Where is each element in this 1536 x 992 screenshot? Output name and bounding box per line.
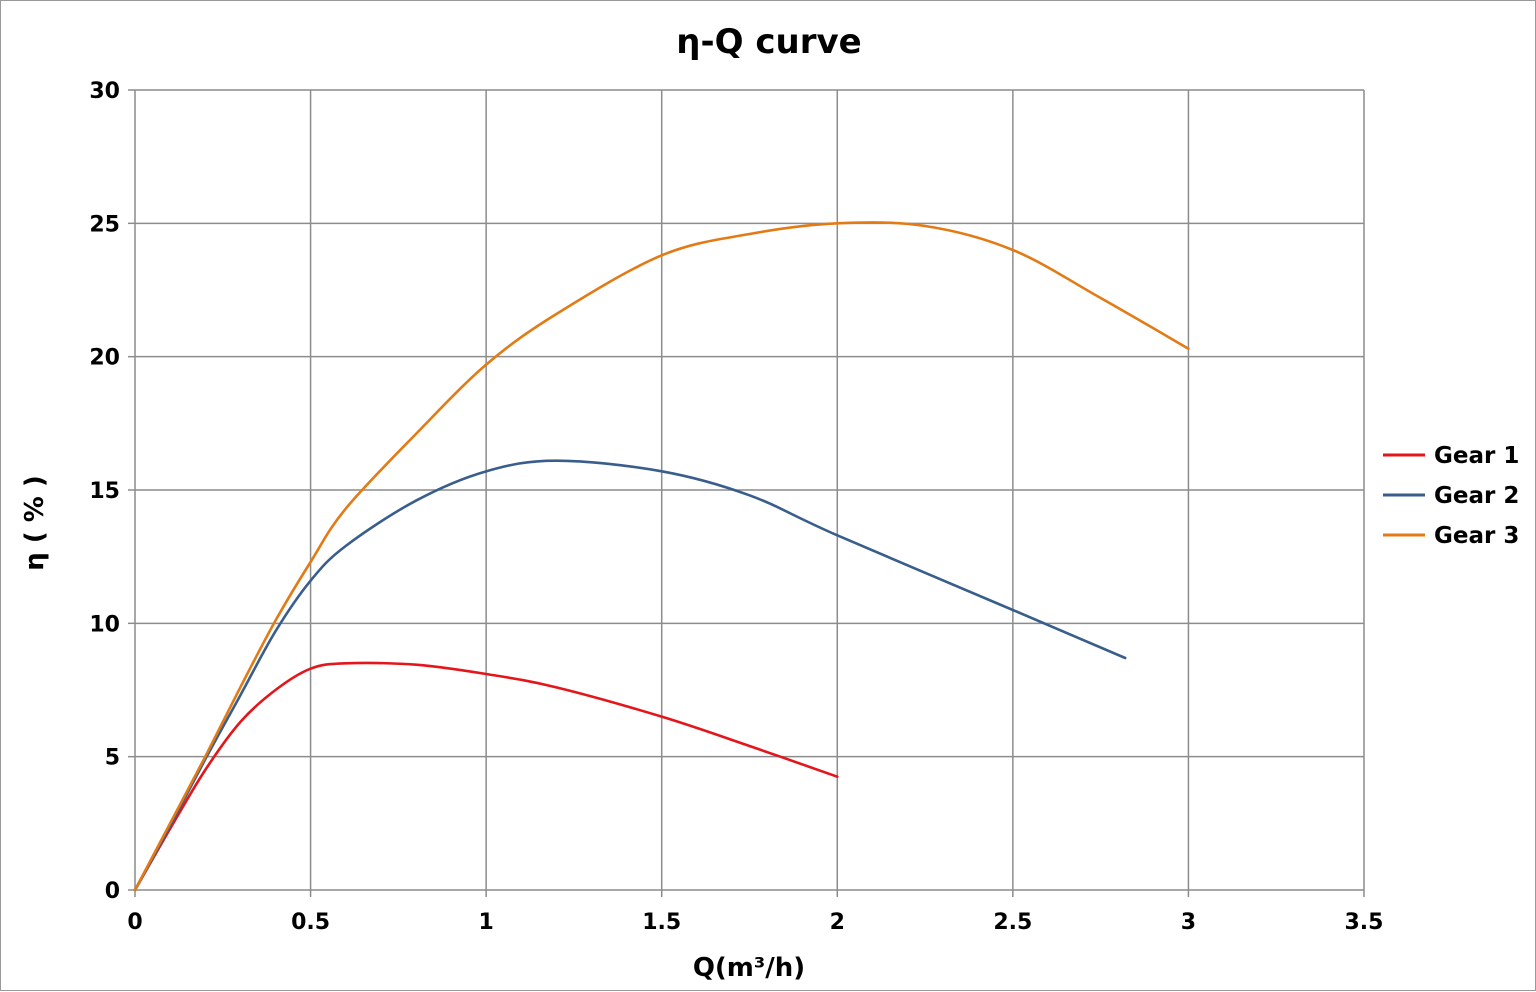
y-tick-label: 30 bbox=[89, 79, 120, 104]
y-tick-label: 0 bbox=[105, 879, 120, 904]
x-tick-label: 2.5 bbox=[993, 910, 1032, 935]
chart-title: η-Q curve bbox=[676, 22, 861, 62]
x-axis-title: Q(m³/h) bbox=[693, 953, 805, 983]
y-tick-label: 20 bbox=[89, 346, 120, 371]
y-tick-label: 10 bbox=[89, 612, 120, 637]
gridlines bbox=[135, 89, 1365, 890]
legend-label-gear-2: Gear 2 bbox=[1434, 483, 1519, 509]
series-lines bbox=[133, 221, 1190, 892]
legend-label-gear-1: Gear 1 bbox=[1434, 443, 1519, 469]
legend: Gear 1 Gear 2 Gear 3 bbox=[1383, 443, 1519, 549]
y-tick-label: 15 bbox=[89, 479, 120, 504]
x-tick-label: 0 bbox=[127, 910, 142, 935]
legend-label-gear-3: Gear 3 bbox=[1434, 523, 1519, 549]
y-tick-label: 5 bbox=[105, 746, 120, 771]
axes bbox=[128, 89, 1365, 897]
x-tick-label: 2 bbox=[830, 910, 845, 935]
x-tick-label: 1 bbox=[478, 910, 493, 935]
series-line-gear-1 bbox=[133, 661, 839, 892]
x-tick-label: 3.5 bbox=[1345, 910, 1384, 935]
series-line-gear-2 bbox=[133, 459, 1127, 892]
x-tick-label: 3 bbox=[1181, 910, 1196, 935]
tick-labels: 0 0.5 1 1.5 2 2.5 3 3.5 0 5 10 15 20 25 30 bbox=[89, 79, 1383, 935]
y-tick-label: 25 bbox=[89, 212, 120, 237]
series-line-gear-3 bbox=[133, 221, 1190, 892]
y-axis-title: η ( % ) bbox=[20, 475, 50, 570]
x-tick-label: 1.5 bbox=[642, 910, 681, 935]
x-tick-label: 0.5 bbox=[291, 910, 330, 935]
